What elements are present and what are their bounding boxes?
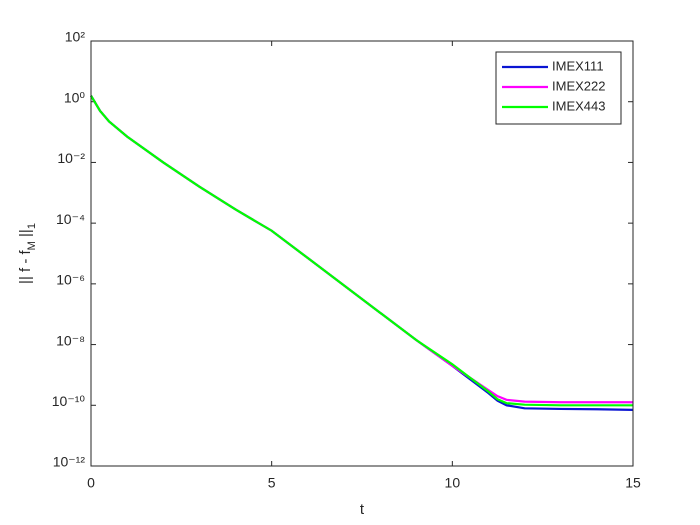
y-tick-label: 10⁰ <box>64 89 86 105</box>
y-tick-label: 10⁻¹⁰ <box>52 393 86 409</box>
x-tick-label: 5 <box>268 475 276 491</box>
y-tick-label: 10⁻⁸ <box>56 332 85 348</box>
x-tick-label: 15 <box>625 475 641 491</box>
x-tick-label: 0 <box>87 475 95 491</box>
line <box>90 95 633 407</box>
y-tick-label: 10⁻² <box>57 150 85 166</box>
legend-label: IMEX443 <box>552 98 605 113</box>
plot-frame <box>90 40 634 467</box>
y-axis-label: || f - fM ||1 <box>17 223 38 284</box>
y-tick-label: 10⁻¹² <box>53 454 86 470</box>
y-tick-label: 10⁻⁶ <box>56 272 85 288</box>
legend-label: IMEX222 <box>552 78 605 93</box>
y-tick-label: 10² <box>65 29 86 45</box>
x-axis-label: t <box>360 501 365 518</box>
y-tick-label: 10⁻⁴ <box>56 211 85 227</box>
legend-label: IMEX111 <box>552 58 604 73</box>
x-tick-label: 10 <box>445 475 461 491</box>
